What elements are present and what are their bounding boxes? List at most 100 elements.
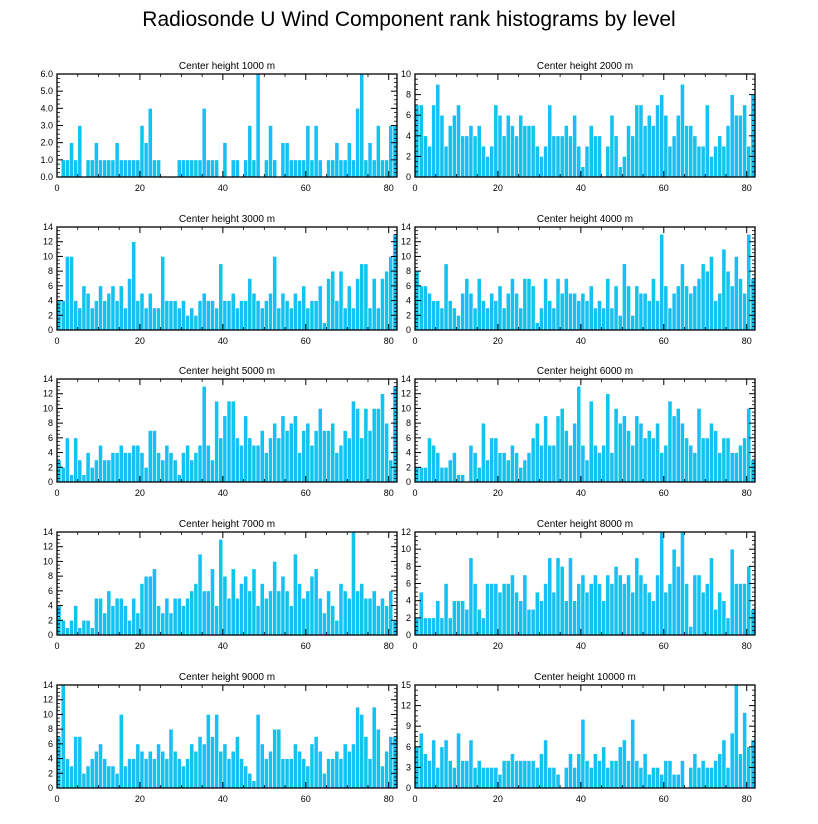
bar: [268, 125, 273, 178]
y-tick-label: 4: [406, 448, 411, 458]
bar: [205, 590, 211, 636]
bar: [638, 574, 644, 636]
bar: [77, 459, 83, 483]
bar: [371, 590, 377, 636]
bar: [388, 459, 394, 483]
bar: [359, 263, 365, 331]
y-tick-label: 12: [401, 389, 411, 399]
bar: [485, 583, 490, 636]
bar: [367, 597, 373, 636]
bar: [330, 422, 336, 483]
y-tick-label: 6: [406, 110, 411, 120]
bar: [725, 270, 731, 331]
bar: [272, 256, 278, 331]
bar: [293, 553, 298, 636]
bar: [164, 758, 170, 789]
y-tick-label: 10: [401, 69, 411, 79]
bar: [684, 285, 689, 331]
bar: [380, 278, 385, 331]
bar: [472, 307, 478, 331]
x-tick-label: 20: [135, 183, 145, 193]
bar: [94, 142, 99, 178]
bar: [334, 300, 340, 331]
bar: [551, 444, 557, 483]
bar: [713, 760, 718, 789]
x-tick-label: 40: [576, 488, 586, 498]
bar: [98, 285, 103, 331]
y-tick-label: 10: [43, 251, 53, 261]
bar: [251, 568, 257, 636]
bar: [102, 612, 108, 636]
bar: [609, 452, 615, 483]
bar: [255, 444, 261, 483]
bar: [147, 430, 153, 483]
bar: [646, 300, 652, 331]
y-tick-label: 6: [48, 281, 53, 291]
x-tick-label: 60: [659, 641, 669, 651]
bar: [601, 746, 607, 789]
bar: [127, 758, 132, 789]
bar: [427, 760, 432, 789]
bar: [338, 758, 344, 789]
bar: [584, 300, 590, 331]
bar: [696, 574, 702, 636]
bar: [81, 474, 87, 483]
x-tick-label: 0: [412, 488, 417, 498]
bar: [255, 605, 261, 636]
bar: [189, 307, 195, 331]
bar: [102, 300, 108, 331]
x-tick-label: 40: [218, 336, 228, 346]
bar: [181, 159, 186, 178]
bar: [485, 767, 490, 789]
bar: [597, 135, 602, 178]
bar: [214, 400, 220, 483]
bar: [659, 531, 665, 636]
bar: [435, 300, 441, 331]
bar: [489, 437, 495, 483]
bar: [680, 84, 685, 178]
bar: [547, 767, 553, 789]
bar: [239, 300, 244, 331]
bar: [443, 583, 449, 636]
y-tick-label: 0: [406, 477, 411, 487]
y-tick-label: 2: [406, 310, 411, 320]
bar: [351, 307, 356, 331]
bar: [371, 278, 377, 331]
bar: [746, 408, 752, 483]
bar: [452, 452, 457, 483]
bar: [143, 575, 149, 636]
bar: [114, 142, 120, 178]
bar: [181, 765, 186, 789]
bar: [626, 125, 631, 178]
bar: [713, 608, 718, 636]
bar: [239, 583, 244, 636]
bar: [688, 767, 694, 789]
bar: [680, 531, 685, 636]
bar: [439, 114, 445, 178]
bar: [288, 307, 294, 331]
bar: [452, 114, 457, 178]
bar: [447, 459, 453, 483]
bar: [472, 135, 478, 178]
bar: [81, 619, 87, 636]
bar: [309, 743, 315, 789]
bar: [709, 256, 714, 331]
bar: [675, 114, 681, 178]
bar: [709, 557, 714, 636]
bar: [272, 561, 278, 636]
bar: [460, 292, 466, 331]
bar: [189, 743, 195, 789]
bar: [371, 159, 377, 178]
y-tick-label: 4: [48, 601, 53, 611]
bar: [456, 600, 461, 636]
bar: [268, 750, 273, 789]
bar: [576, 386, 582, 483]
bar: [704, 767, 710, 789]
bar: [622, 739, 627, 789]
bar: [481, 300, 486, 331]
y-tick-label: 6: [406, 281, 411, 291]
bar: [288, 422, 294, 483]
bar: [447, 617, 453, 636]
bar: [322, 322, 327, 331]
